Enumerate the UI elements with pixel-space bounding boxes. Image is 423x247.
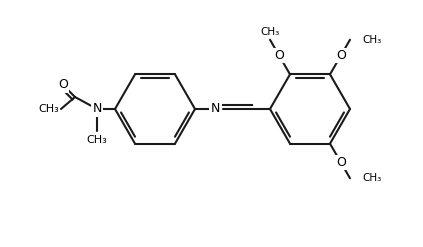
Text: CH₃: CH₃ [87, 135, 107, 145]
Text: O: O [58, 79, 68, 91]
Text: O: O [274, 49, 284, 62]
Text: N: N [92, 103, 102, 116]
Text: N: N [210, 103, 220, 116]
Text: CH₃: CH₃ [362, 173, 381, 183]
Text: O: O [336, 156, 346, 169]
Text: O: O [336, 49, 346, 62]
Text: CH₃: CH₃ [38, 104, 59, 114]
Text: CH₃: CH₃ [261, 27, 280, 37]
Text: CH₃: CH₃ [362, 35, 381, 45]
